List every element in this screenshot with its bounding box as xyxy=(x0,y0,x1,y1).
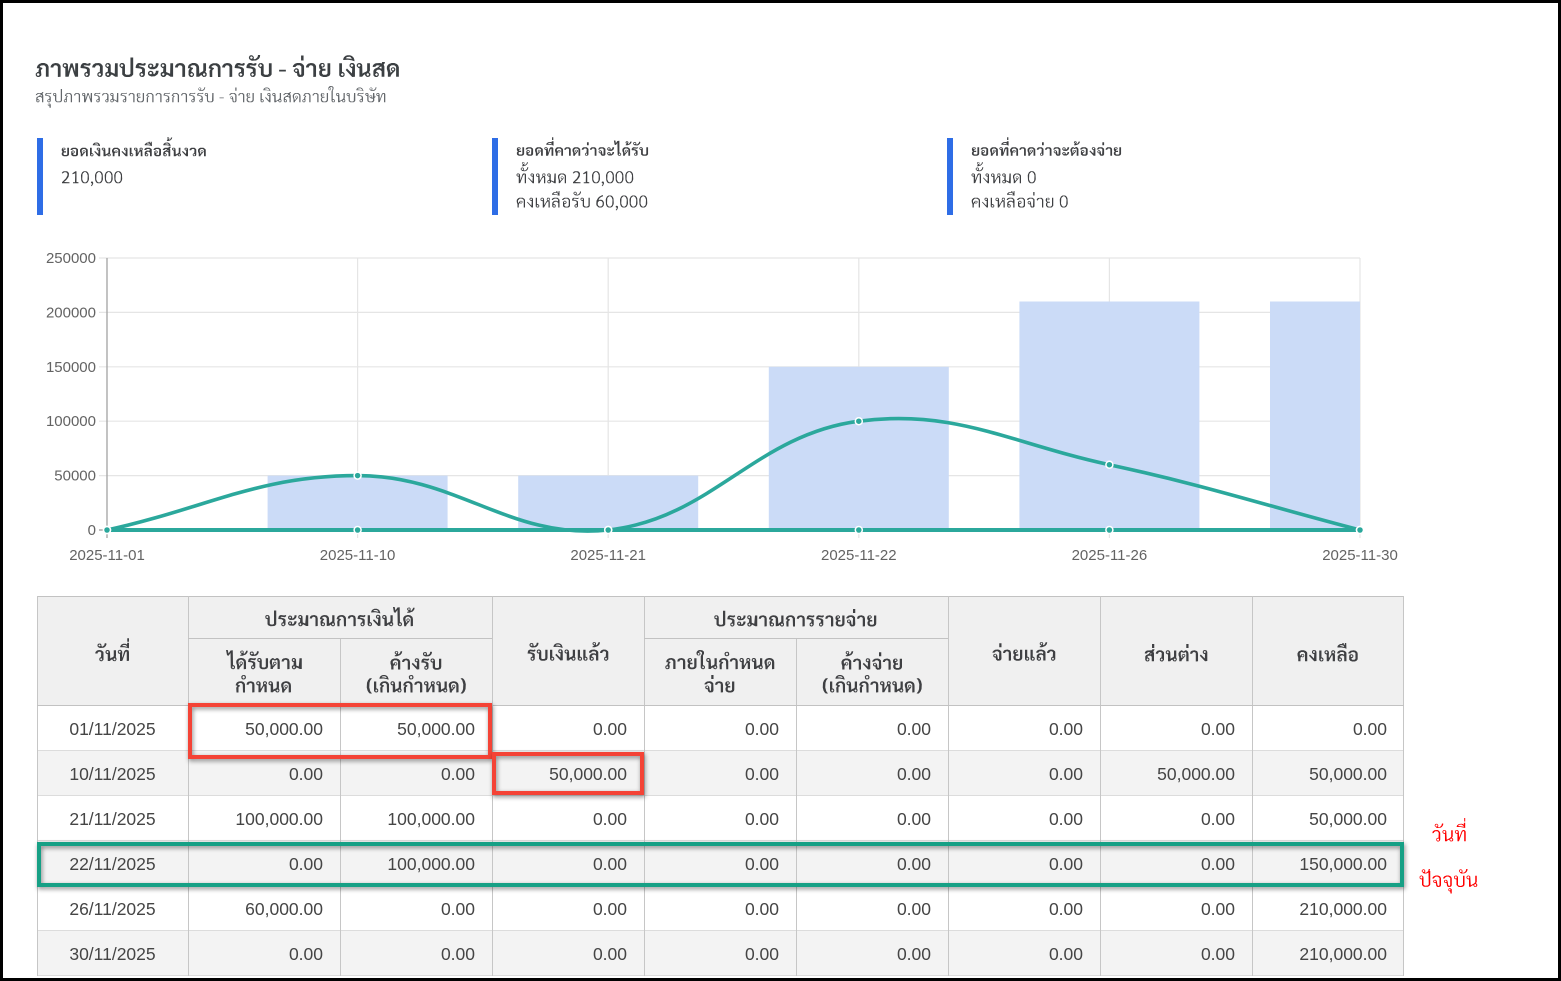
svg-text:2025-11-22: 2025-11-22 xyxy=(821,547,897,564)
svg-text:150000: 150000 xyxy=(46,359,96,376)
svg-text:2025-11-21: 2025-11-21 xyxy=(570,547,646,564)
svg-text:200000: 200000 xyxy=(46,304,96,321)
svg-text:100000: 100000 xyxy=(46,413,96,430)
svg-text:50000: 50000 xyxy=(54,468,96,485)
svg-text:250000: 250000 xyxy=(46,250,96,267)
svg-text:2025-11-26: 2025-11-26 xyxy=(1072,547,1148,564)
svg-text:0: 0 xyxy=(88,522,96,539)
svg-text:2025-11-10: 2025-11-10 xyxy=(320,547,396,564)
svg-text:2025-11-01: 2025-11-01 xyxy=(69,547,145,564)
svg-text:2025-11-30: 2025-11-30 xyxy=(1322,547,1398,564)
